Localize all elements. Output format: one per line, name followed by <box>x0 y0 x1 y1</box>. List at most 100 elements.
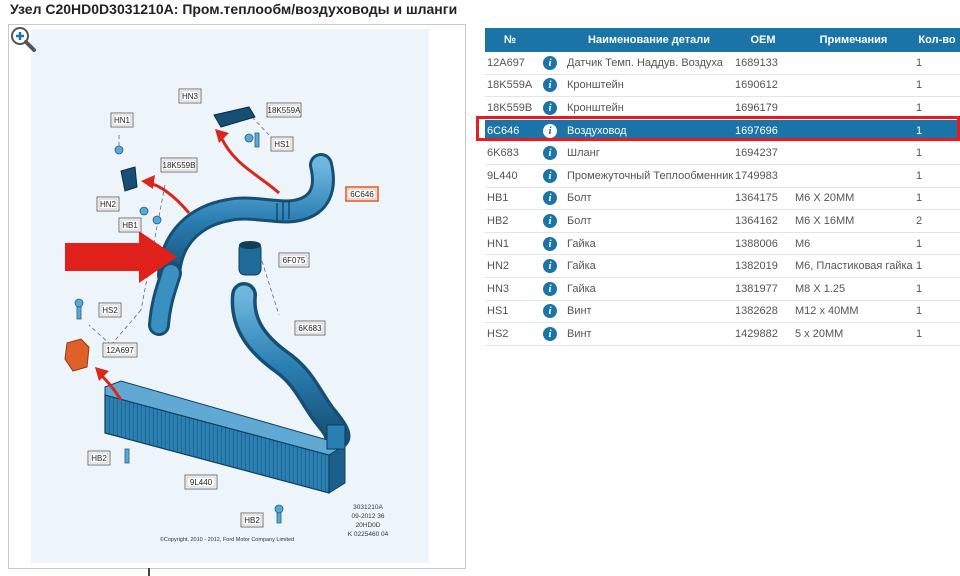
header-oem[interactable]: OEM <box>733 28 793 52</box>
callout-12a697[interactable]: 12A697 <box>102 342 138 358</box>
info-icon[interactable]: i <box>535 164 565 188</box>
header-qty[interactable]: Кол-во <box>914 28 960 52</box>
callout-18k559a[interactable]: 18K559A <box>266 102 302 118</box>
part-number: HB2 <box>485 209 535 233</box>
callout-6k683[interactable]: 6K683 <box>294 320 326 336</box>
table-row[interactable]: 18K559A i Кронштейн 1690612 1 <box>485 74 960 98</box>
info-icon[interactable]: i <box>535 187 565 211</box>
callout-label: 6F075 <box>283 256 306 265</box>
table-row[interactable]: 18K559B i Кронштейн 1696179 1 <box>485 96 960 120</box>
callout-label: HB2 <box>91 454 107 463</box>
info-icon[interactable]: i <box>535 74 565 98</box>
part-qty: 1 <box>914 254 960 278</box>
info-icon[interactable]: i <box>535 232 565 256</box>
part-note <box>793 96 914 120</box>
info-icon[interactable]: i <box>543 100 557 115</box>
callout-hn2[interactable]: HN2 <box>96 196 120 212</box>
table-row[interactable]: HB2 i Болт 1364162 M6 X 16MM 2 <box>485 209 960 233</box>
callout-hs1[interactable]: HS1 <box>270 136 294 152</box>
table-row[interactable]: HS1 i Винт 1382628 M12 x 40MM 1 <box>485 300 960 324</box>
oem-number: 1364175 <box>733 187 793 211</box>
part-number: 6K683 <box>485 141 535 165</box>
bracket-18k559b <box>120 166 138 192</box>
callout-hb2[interactable]: HB2 <box>87 450 111 466</box>
info-icon[interactable]: i <box>543 304 557 319</box>
part-qty: 2 <box>914 209 960 233</box>
mouse-cursor-fragment <box>148 568 150 576</box>
callout-6c646[interactable]: 6C646 <box>345 186 379 202</box>
header-name[interactable]: Наименование детали <box>565 28 733 52</box>
callout-label: HS2 <box>102 306 118 315</box>
info-icon[interactable]: i <box>535 254 565 278</box>
zoom-in-icon[interactable] <box>9 25 37 53</box>
part-note: M6 X 16MM <box>793 209 914 233</box>
info-icon[interactable]: i <box>543 146 557 161</box>
header-note[interactable]: Примечания <box>793 28 914 52</box>
part-name: Винт <box>565 322 733 346</box>
info-icon[interactable]: i <box>535 209 565 233</box>
info-icon[interactable]: i <box>535 141 565 165</box>
info-icon[interactable]: i <box>543 236 557 251</box>
info-icon[interactable]: i <box>535 52 565 75</box>
info-icon[interactable]: i <box>535 277 565 301</box>
part-qty: 1 <box>914 119 960 143</box>
parts-diagram: HN3 18K559A HN1 HS1 18K559B 6C646 HN2 HB1 6F075 H… <box>8 24 466 569</box>
part-number: HS1 <box>485 300 535 324</box>
info-icon[interactable]: i <box>543 55 557 70</box>
info-icon[interactable]: i <box>543 123 557 138</box>
sensor-12a697 <box>64 338 90 372</box>
table-row[interactable]: 6K683 i Шланг 1694237 1 <box>485 141 960 165</box>
highlight-arrow <box>65 231 177 283</box>
parts-table: № Наименование детали OEM Примечания Кол… <box>485 28 960 346</box>
header-num[interactable]: № <box>485 28 535 52</box>
info-icon[interactable]: i <box>543 213 557 228</box>
table-row[interactable]: HN3 i Гайка 1381977 M8 X 1.25 1 <box>485 277 960 301</box>
part-note: M8 X 1.25 <box>793 277 914 301</box>
callout-hb2[interactable]: HB2 <box>240 512 264 528</box>
part-qty: 1 <box>914 164 960 188</box>
oem-number: 1381977 <box>733 277 793 301</box>
table-row[interactable]: HN1 i Гайка 1388006 M6 1 <box>485 232 960 256</box>
part-qty: 1 <box>914 187 960 211</box>
callout-9l440[interactable]: 9L440 <box>184 474 218 490</box>
info-icon[interactable]: i <box>543 281 557 296</box>
parts-table-header: № Наименование детали OEM Примечания Кол… <box>485 28 960 52</box>
table-row[interactable]: 6C646 i Воздуховод 1697696 1 <box>485 119 960 143</box>
callout-label: HN1 <box>114 116 131 125</box>
info-icon[interactable]: i <box>543 326 557 341</box>
callout-hn1[interactable]: HN1 <box>110 112 134 128</box>
part-qty: 1 <box>914 52 960 75</box>
info-icon[interactable]: i <box>535 300 565 324</box>
oem-number: 1689133 <box>733 52 793 75</box>
part-name: Промежуточный Теплообменник <box>565 164 733 188</box>
callout-hn3[interactable]: HN3 <box>178 88 202 104</box>
table-row[interactable]: HS2 i Винт 1429882 5 x 20MM 1 <box>485 322 960 346</box>
callout-label: 18K559B <box>163 161 196 170</box>
part-number: 12A697 <box>485 52 535 75</box>
info-icon[interactable]: i <box>543 168 557 183</box>
table-row[interactable]: 9L440 i Промежуточный Теплообменник 1749983… <box>485 164 960 188</box>
oem-number: 1690612 <box>733 74 793 98</box>
info-icon[interactable]: i <box>535 322 565 346</box>
callout-hs2[interactable]: HS2 <box>98 302 122 318</box>
info-icon[interactable]: i <box>543 259 557 274</box>
info-icon[interactable]: i <box>543 78 557 93</box>
table-row[interactable]: HB1 i Болт 1364175 M6 X 20MM 1 <box>485 187 960 211</box>
part-note: M6 <box>793 232 914 256</box>
callout-6f075[interactable]: 6F075 <box>278 252 310 268</box>
part-note: 5 x 20MM <box>793 322 914 346</box>
callout-hb1[interactable]: HB1 <box>118 217 142 233</box>
table-row[interactable]: 12A697 i Датчик Темп. Наддув. Воздуха 16891… <box>485 52 960 75</box>
table-row[interactable]: HN2 i Гайка 1382019 M6, Пластиковая гайка 1 <box>485 254 960 278</box>
part-number: HN1 <box>485 232 535 256</box>
part-name: Кронштейн <box>565 74 733 98</box>
part-note <box>793 52 914 75</box>
callout-label: HN2 <box>100 200 117 209</box>
callout-label: 6C646 <box>350 190 374 199</box>
info-icon[interactable]: i <box>535 119 565 143</box>
bracket-18k559a <box>213 106 256 128</box>
callout-18k559b[interactable]: 18K559B <box>160 157 198 173</box>
info-icon[interactable]: i <box>543 191 557 206</box>
info-icon[interactable]: i <box>535 96 565 120</box>
intercooler-9l440 <box>104 380 347 494</box>
